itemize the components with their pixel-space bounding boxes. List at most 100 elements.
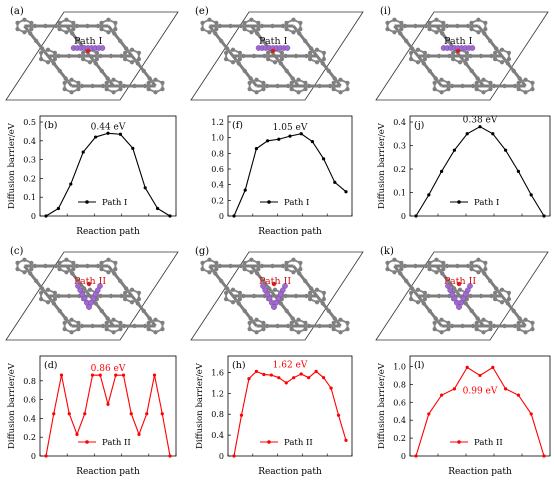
carbon-atom bbox=[298, 27, 303, 32]
carbon-atom bbox=[261, 278, 266, 284]
series-line bbox=[233, 370, 347, 457]
carbon-atom bbox=[213, 31, 218, 36]
y-tick-label: 0.2 bbox=[393, 434, 406, 443]
carbon-atom bbox=[517, 76, 522, 81]
path-label: Path II bbox=[74, 276, 106, 287]
carbon-atom bbox=[79, 323, 85, 329]
data-point bbox=[478, 125, 482, 129]
data-point bbox=[452, 387, 456, 391]
carbon-atom bbox=[296, 77, 301, 82]
carbon-atom bbox=[516, 80, 521, 85]
carbon-atom bbox=[70, 271, 75, 276]
carbon-atom bbox=[516, 320, 521, 325]
carbon-atom bbox=[434, 17, 439, 22]
legend-marker bbox=[457, 440, 461, 444]
data-point bbox=[247, 377, 251, 381]
carbon-atom bbox=[289, 327, 294, 332]
panel-letter: (a) bbox=[10, 6, 24, 17]
data-point bbox=[168, 454, 172, 458]
carbon-atom bbox=[502, 83, 507, 89]
carbon-atom bbox=[285, 323, 291, 329]
carbon-atom bbox=[22, 30, 27, 35]
carbon-atom bbox=[293, 293, 299, 299]
carbon-atom bbox=[278, 61, 284, 66]
carbon-atom bbox=[242, 267, 247, 272]
carbon-atom bbox=[399, 27, 404, 32]
carbon-atom bbox=[489, 53, 494, 59]
data-point bbox=[307, 376, 311, 380]
carbon-atom bbox=[123, 286, 129, 291]
carbon-atom bbox=[317, 323, 322, 329]
data-point bbox=[465, 132, 469, 136]
carbon-atom bbox=[441, 267, 446, 272]
carbon-atom bbox=[265, 57, 271, 62]
carbon-atom bbox=[64, 257, 69, 262]
data-point bbox=[322, 376, 326, 380]
carbon-atom bbox=[345, 87, 350, 92]
data-point bbox=[44, 214, 48, 218]
carbon-atom bbox=[22, 17, 27, 22]
carbon-atom bbox=[122, 290, 128, 295]
carbon-atom bbox=[314, 47, 320, 52]
carbon-atom bbox=[254, 317, 259, 322]
data-point bbox=[491, 365, 495, 369]
carbon-atom bbox=[98, 293, 103, 299]
carbon-atom bbox=[52, 50, 58, 55]
carbon-atom bbox=[284, 20, 289, 25]
carbon-atom bbox=[256, 260, 261, 265]
carbon-atom bbox=[280, 263, 286, 269]
y-axis-title: Diffusion barrier/eV bbox=[377, 122, 387, 209]
data-point bbox=[75, 432, 79, 436]
carbon-atom bbox=[223, 297, 229, 302]
y-tick-label: 0.4 bbox=[211, 431, 224, 440]
carbon-atom bbox=[45, 47, 51, 52]
carbon-atom bbox=[39, 46, 45, 51]
legend-label: Path I bbox=[474, 198, 499, 208]
carbon-atom bbox=[77, 53, 82, 59]
carbon-atom bbox=[492, 50, 498, 55]
carbon-atom bbox=[113, 20, 118, 25]
data-point bbox=[478, 373, 482, 378]
data-point bbox=[243, 188, 247, 192]
carbon-atom bbox=[51, 301, 57, 306]
carbon-atom bbox=[62, 327, 67, 332]
data-point bbox=[129, 412, 133, 416]
carbon-atom bbox=[492, 57, 498, 62]
carbon-atom bbox=[160, 87, 165, 92]
data-point bbox=[542, 214, 546, 218]
carbon-atom bbox=[408, 57, 414, 62]
carbon-atom bbox=[449, 323, 455, 329]
carbon-atom bbox=[57, 260, 62, 265]
carbon-atom bbox=[470, 323, 476, 329]
carbon-atom bbox=[423, 23, 429, 29]
y-tick-label: 0.3 bbox=[393, 142, 406, 151]
data-point bbox=[266, 139, 270, 143]
carbon-atom bbox=[303, 320, 308, 325]
carbon-atom bbox=[320, 61, 326, 66]
carbon-atom bbox=[474, 320, 479, 325]
carbon-atom bbox=[69, 330, 74, 335]
carbon-atom bbox=[415, 60, 421, 65]
carbon-atom bbox=[217, 263, 223, 269]
carbon-atom bbox=[291, 270, 296, 275]
carbon-atom bbox=[94, 50, 100, 55]
carbon-atom bbox=[441, 260, 446, 265]
carbon-atom bbox=[66, 293, 72, 299]
carbon-atom bbox=[241, 53, 246, 59]
carbon-atom bbox=[303, 38, 308, 44]
carbon-atom bbox=[392, 270, 397, 275]
carbon-atom bbox=[261, 320, 266, 325]
carbon-atom bbox=[483, 20, 488, 25]
carbon-atom bbox=[123, 46, 129, 51]
carbon-atom bbox=[38, 290, 44, 295]
carbon-atom bbox=[160, 320, 165, 325]
carbon-atom bbox=[249, 257, 254, 262]
carbon-atom bbox=[433, 76, 438, 81]
panel-letter: (j) bbox=[414, 120, 424, 131]
carbon-atom bbox=[457, 287, 463, 292]
carbon-atom bbox=[413, 23, 418, 29]
carbon-atom bbox=[71, 20, 76, 25]
carbon-atom bbox=[255, 31, 260, 36]
carbon-atom bbox=[304, 293, 309, 299]
